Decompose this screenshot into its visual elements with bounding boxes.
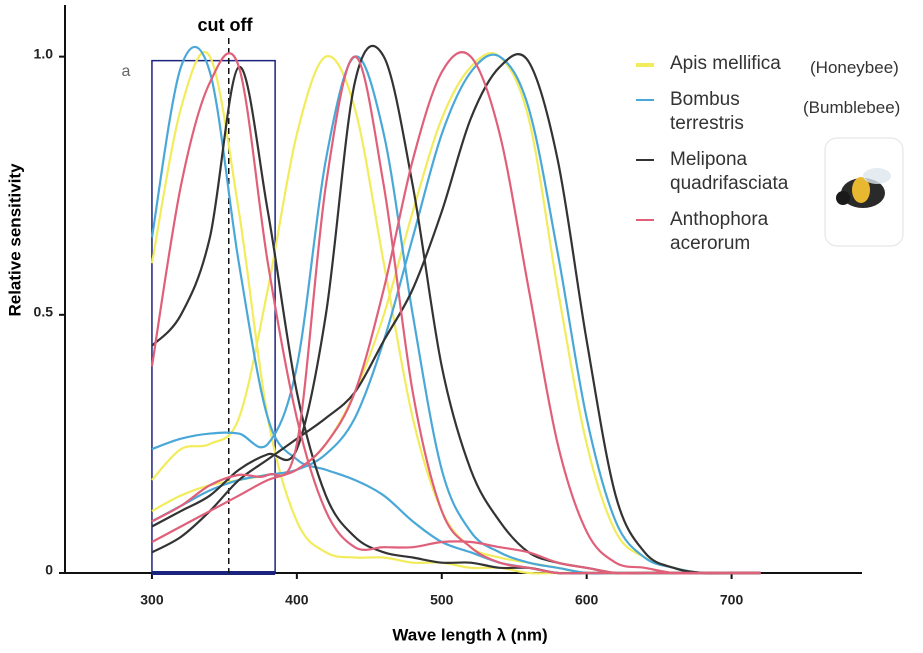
legend-swatch — [636, 63, 654, 67]
legend-swatch — [636, 159, 654, 161]
y-tick-label: 1.0 — [34, 45, 54, 61]
x-tick-label: 400 — [285, 592, 309, 608]
legend-label: Melipona quadrifasciata — [670, 149, 789, 194]
x-tick-label: 500 — [430, 592, 454, 608]
panel-label: a — [122, 63, 131, 80]
sensitivity-curve — [151, 55, 761, 575]
x-tick-label: 600 — [575, 592, 599, 608]
sensitivity-curve — [151, 51, 761, 575]
y-tick-label: 0.5 — [34, 304, 54, 320]
legend-label: Bombus terrestris — [670, 89, 744, 134]
x-axis-label: Wave length λ (nm) — [392, 625, 547, 644]
x-tick-label: 300 — [140, 592, 164, 608]
legend-label: Anthophora acerorum — [670, 209, 769, 254]
y-axis-label: Relative sensitivity — [5, 163, 24, 317]
legend-label: Apis mellifica — [670, 53, 781, 74]
common-name: (Bumblebee) — [803, 98, 901, 117]
common-name: (Honeybee) — [810, 58, 899, 77]
y-tick-label: 0 — [45, 562, 53, 578]
legend: Apis mellifica Bombus terrestris Melipona … — [632, 52, 788, 268]
bee-stripe — [852, 177, 870, 203]
bee-head — [836, 191, 850, 205]
legend-item: Bombus terrestris — [632, 88, 800, 136]
legend-item: Melipona quadrifasciata — [632, 148, 800, 196]
legend-item: Anthophora acerorum — [632, 208, 800, 256]
legend-item: Apis mellifica — [632, 52, 800, 76]
annotation: cut off — [198, 15, 254, 35]
bee-icon — [824, 137, 904, 247]
bee-wing — [863, 168, 891, 184]
legend-swatch — [636, 99, 654, 101]
legend-swatch — [636, 219, 654, 221]
sensitivity-curve — [151, 53, 761, 575]
x-tick-label: 700 — [720, 592, 744, 608]
